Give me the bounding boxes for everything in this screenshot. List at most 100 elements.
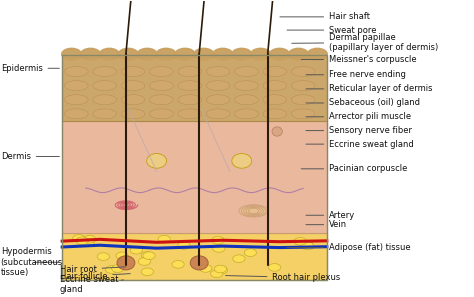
Ellipse shape bbox=[292, 81, 315, 91]
Text: Sebaceous (oil) gland: Sebaceous (oil) gland bbox=[306, 99, 420, 108]
Ellipse shape bbox=[308, 48, 327, 60]
Ellipse shape bbox=[246, 207, 261, 214]
Ellipse shape bbox=[178, 109, 201, 119]
Ellipse shape bbox=[272, 127, 283, 136]
Text: Dermal papillae
(papillary layer of dermis): Dermal papillae (papillary layer of derm… bbox=[292, 33, 438, 52]
Circle shape bbox=[105, 266, 118, 273]
Ellipse shape bbox=[270, 48, 290, 60]
Ellipse shape bbox=[178, 95, 201, 105]
Ellipse shape bbox=[206, 95, 230, 105]
Text: Vein: Vein bbox=[306, 220, 347, 229]
FancyBboxPatch shape bbox=[62, 233, 327, 280]
Ellipse shape bbox=[81, 48, 100, 60]
Circle shape bbox=[301, 241, 313, 248]
Circle shape bbox=[172, 260, 184, 268]
Circle shape bbox=[210, 270, 223, 278]
Circle shape bbox=[301, 242, 314, 250]
Ellipse shape bbox=[263, 67, 287, 77]
Text: Free nerve ending: Free nerve ending bbox=[306, 70, 406, 79]
Ellipse shape bbox=[147, 154, 166, 168]
Ellipse shape bbox=[178, 81, 201, 91]
Ellipse shape bbox=[194, 48, 214, 60]
Text: Sensory nerve fiber: Sensory nerve fiber bbox=[306, 126, 412, 135]
Circle shape bbox=[158, 235, 170, 243]
Ellipse shape bbox=[64, 81, 88, 91]
Text: Epidermis: Epidermis bbox=[0, 64, 59, 73]
Circle shape bbox=[212, 236, 224, 244]
Circle shape bbox=[294, 238, 307, 245]
Ellipse shape bbox=[206, 109, 230, 119]
Ellipse shape bbox=[150, 81, 173, 91]
Ellipse shape bbox=[263, 95, 287, 105]
Circle shape bbox=[214, 265, 227, 273]
Circle shape bbox=[213, 245, 225, 252]
Text: Root hair plexus: Root hair plexus bbox=[226, 273, 341, 282]
Ellipse shape bbox=[121, 95, 145, 105]
Ellipse shape bbox=[239, 205, 268, 217]
Text: Sweat pore: Sweat pore bbox=[287, 26, 377, 34]
Ellipse shape bbox=[93, 67, 117, 77]
Text: Arrector pili muscle: Arrector pili muscle bbox=[306, 112, 411, 121]
Ellipse shape bbox=[292, 109, 315, 119]
Ellipse shape bbox=[156, 48, 176, 60]
Text: Dermis: Dermis bbox=[0, 152, 59, 161]
Circle shape bbox=[73, 235, 85, 242]
Circle shape bbox=[138, 258, 151, 265]
Ellipse shape bbox=[175, 48, 195, 60]
Text: Pacinian corpuscle: Pacinian corpuscle bbox=[301, 164, 408, 173]
Circle shape bbox=[130, 247, 143, 254]
Text: Adipose (fat) tissue: Adipose (fat) tissue bbox=[287, 243, 411, 252]
Ellipse shape bbox=[248, 208, 259, 214]
Text: Reticular layer of dermis: Reticular layer of dermis bbox=[306, 84, 433, 93]
Circle shape bbox=[76, 237, 88, 245]
Circle shape bbox=[178, 242, 190, 249]
Text: Hypodermis
(subcutaneous
tissue): Hypodermis (subcutaneous tissue) bbox=[0, 247, 63, 277]
Text: Meissner's corpuscle: Meissner's corpuscle bbox=[301, 55, 417, 64]
Ellipse shape bbox=[64, 109, 88, 119]
Text: Eccrine sweat
gland: Eccrine sweat gland bbox=[60, 275, 124, 294]
Circle shape bbox=[97, 253, 109, 260]
Ellipse shape bbox=[232, 154, 252, 168]
Ellipse shape bbox=[232, 48, 252, 60]
Ellipse shape bbox=[292, 67, 315, 77]
Text: Hair shaft: Hair shaft bbox=[280, 12, 370, 21]
Circle shape bbox=[215, 266, 228, 274]
Text: Hair follicle: Hair follicle bbox=[60, 272, 130, 281]
Ellipse shape bbox=[93, 109, 117, 119]
Ellipse shape bbox=[121, 67, 145, 77]
Text: Hair root: Hair root bbox=[60, 265, 126, 274]
Ellipse shape bbox=[150, 95, 173, 105]
Circle shape bbox=[112, 265, 124, 272]
Ellipse shape bbox=[93, 81, 117, 91]
Ellipse shape bbox=[235, 95, 258, 105]
Ellipse shape bbox=[64, 67, 88, 77]
Circle shape bbox=[244, 249, 256, 256]
Circle shape bbox=[116, 252, 128, 260]
Text: Eccrine sweat gland: Eccrine sweat gland bbox=[306, 140, 414, 148]
FancyBboxPatch shape bbox=[62, 121, 327, 233]
Circle shape bbox=[82, 238, 94, 246]
Ellipse shape bbox=[206, 67, 230, 77]
Ellipse shape bbox=[178, 67, 201, 77]
Ellipse shape bbox=[64, 95, 88, 105]
Ellipse shape bbox=[263, 81, 287, 91]
Ellipse shape bbox=[206, 81, 230, 91]
Circle shape bbox=[200, 265, 212, 272]
Ellipse shape bbox=[190, 256, 208, 270]
FancyBboxPatch shape bbox=[62, 56, 327, 121]
Ellipse shape bbox=[235, 109, 258, 119]
Ellipse shape bbox=[62, 48, 82, 60]
Ellipse shape bbox=[251, 48, 271, 60]
Ellipse shape bbox=[117, 256, 135, 270]
Ellipse shape bbox=[241, 206, 266, 216]
Circle shape bbox=[233, 255, 245, 263]
Ellipse shape bbox=[213, 48, 233, 60]
Ellipse shape bbox=[150, 67, 173, 77]
Ellipse shape bbox=[244, 206, 264, 215]
Circle shape bbox=[143, 252, 155, 260]
Ellipse shape bbox=[121, 109, 145, 119]
Ellipse shape bbox=[93, 95, 117, 105]
Ellipse shape bbox=[235, 67, 258, 77]
Ellipse shape bbox=[121, 81, 145, 91]
Text: Artery: Artery bbox=[306, 211, 356, 220]
